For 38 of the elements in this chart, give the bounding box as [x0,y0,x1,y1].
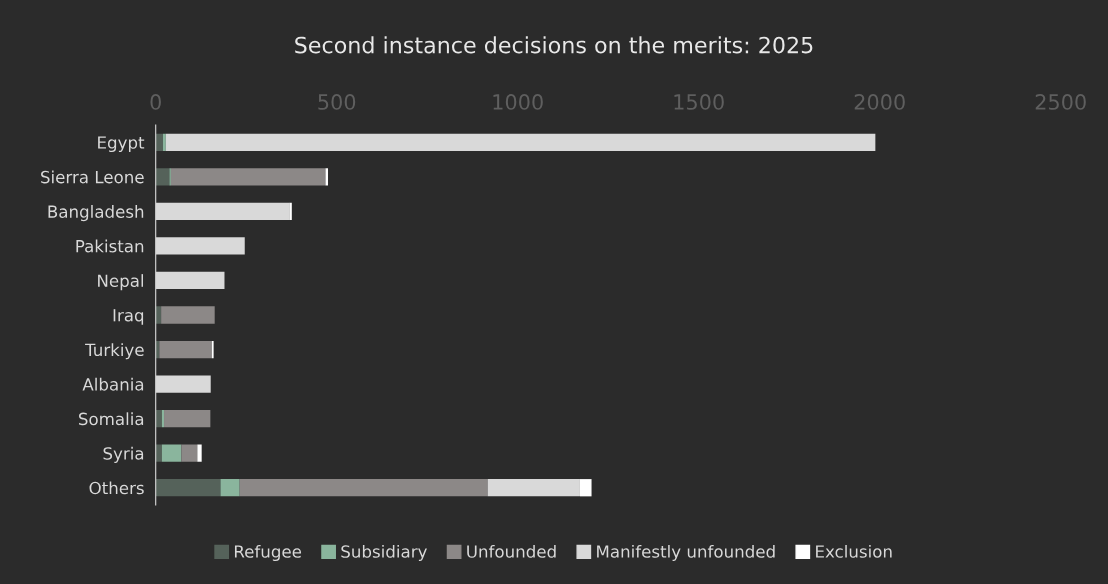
y-tick-label: Pakistan [76,239,144,253]
y-tick-label: Turkiye [85,343,144,360]
y-tick-label: Syria [103,446,144,463]
y-tick-label: Iraq [113,309,144,325]
bar [155,444,162,462]
y-tick-label: Sierra Leone [41,170,144,184]
bar [289,202,292,220]
bar [155,479,221,497]
legend-label: Refugee [234,544,302,562]
bar [239,479,488,497]
bar [155,410,162,428]
bar [155,168,170,186]
bar [161,444,182,462]
y-tick-label: Nepal [98,274,144,291]
y-tick-label: Albania [82,377,144,391]
bar [487,479,580,497]
bar [220,479,240,497]
bar [579,479,592,497]
bar [165,133,876,151]
legend-label: Unfounded [467,544,556,558]
y-tick-label: Somalia [78,412,144,426]
bar [159,340,212,359]
bar [325,168,329,186]
bar [181,444,198,462]
bar [162,133,166,151]
y-tick-label: Egypt [98,136,145,153]
bar [197,444,202,462]
legend-label: Exclusion [816,544,892,558]
bar [155,133,163,151]
chart-title: Second instance decisions on the merits: 2025 [295,36,813,54]
bar [170,168,326,186]
y-tick-label: Others [89,481,144,495]
y-tick-label: Bangladesh [48,205,144,222]
bar [161,306,215,324]
bar [155,306,162,324]
legend-label: Manifestly unfounded [597,544,775,562]
bar [164,410,211,428]
legend-label: Subsidiary [341,544,427,562]
